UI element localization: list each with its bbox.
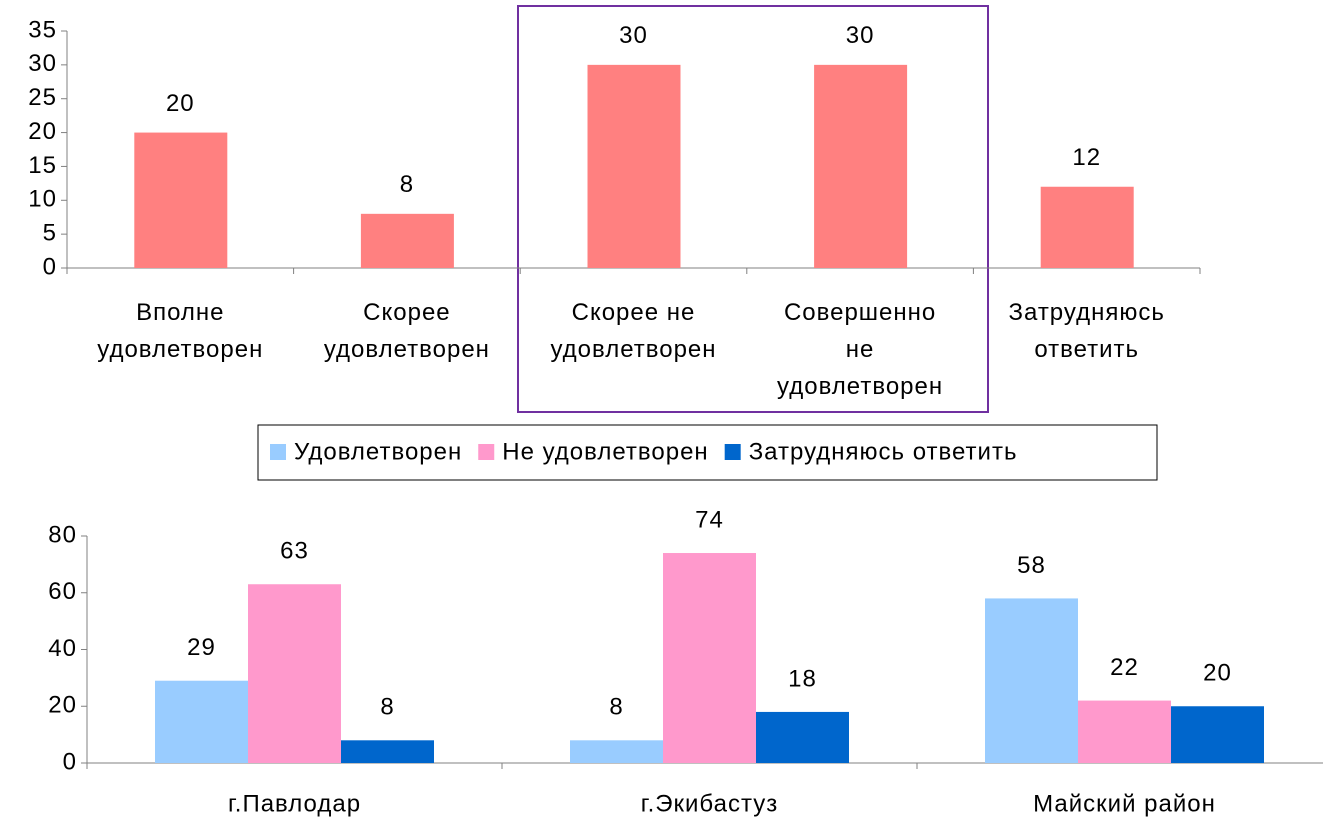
y-tick-label: 20 — [48, 692, 77, 719]
bar — [1040, 186, 1134, 268]
bar — [756, 711, 849, 763]
value-label: 20 — [166, 90, 195, 117]
x-tick-label: Скорее не удовлетворен — [550, 299, 717, 363]
y-tick-label: 60 — [48, 578, 77, 605]
bar — [134, 132, 228, 268]
x-tick-label: Совершенно не удовлетворен — [777, 299, 944, 400]
legend-swatch — [270, 444, 286, 460]
value-label: 8 — [380, 694, 394, 721]
legend-label: Затрудняюсь ответить — [749, 438, 1018, 465]
x-tick-label: г.Экибастуз — [641, 790, 778, 817]
bar — [360, 213, 454, 268]
highlight-box — [517, 5, 989, 413]
bar — [570, 740, 663, 763]
y-tick-label: 0 — [63, 748, 77, 775]
x-tick-label: Затрудняюсь ответить — [1008, 299, 1165, 363]
y-tick-label: 80 — [48, 521, 77, 548]
legend-box — [257, 424, 1158, 481]
value-label: 29 — [187, 634, 216, 661]
x-tick-label: Скорее удовлетворен — [323, 299, 490, 363]
y-tick-label: 30 — [28, 50, 57, 77]
value-label: 20 — [1203, 660, 1232, 687]
value-label: 8 — [609, 694, 623, 721]
bar — [155, 680, 248, 763]
bar — [985, 598, 1078, 763]
value-label: 58 — [1017, 552, 1046, 579]
value-label: 12 — [1072, 144, 1101, 171]
x-tick-label: г.Павлодар — [228, 790, 361, 817]
value-label: 18 — [788, 665, 817, 692]
value-label: 22 — [1110, 654, 1139, 681]
y-tick-label: 5 — [43, 219, 57, 246]
bar — [814, 64, 908, 268]
bar — [1171, 706, 1264, 763]
value-label: 74 — [695, 506, 724, 533]
value-label: 30 — [846, 22, 875, 49]
y-tick-label: 35 — [28, 16, 57, 43]
bar — [587, 64, 681, 268]
x-tick-label: Вполне удовлетворен — [97, 299, 264, 363]
y-tick-label: 0 — [43, 253, 57, 280]
legend-label: Не удовлетворен — [502, 438, 708, 465]
y-tick-label: 20 — [28, 118, 57, 145]
value-label: 30 — [619, 22, 648, 49]
bar — [663, 553, 756, 763]
value-label: 63 — [280, 538, 309, 565]
legend-swatch — [724, 444, 741, 460]
y-tick-label: 15 — [28, 152, 57, 179]
y-tick-label: 25 — [28, 84, 57, 111]
bar — [248, 584, 341, 763]
bar — [341, 740, 434, 763]
legend-swatch — [478, 444, 495, 460]
y-tick-label: 40 — [48, 635, 77, 662]
legend-label: Удовлетворен — [294, 438, 462, 465]
bar — [1078, 700, 1171, 763]
y-tick-label: 10 — [28, 186, 57, 213]
value-label: 8 — [400, 171, 414, 198]
x-tick-label: Майский район — [1033, 790, 1216, 817]
